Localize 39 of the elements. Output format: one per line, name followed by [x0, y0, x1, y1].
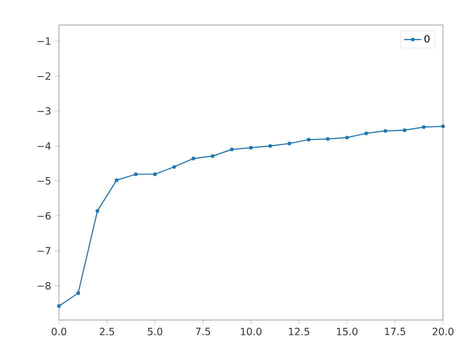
- x-tick-label: 2.5: [100, 328, 114, 336]
- point: [57, 304, 61, 308]
- x-tick-label: 20.0: [432, 328, 454, 336]
- y-tick-label: −2: [38, 72, 50, 80]
- point: [268, 144, 272, 148]
- point: [345, 136, 349, 140]
- point: [249, 146, 253, 150]
- x-tick-label: 0.0: [52, 328, 66, 336]
- y-tick-label: −3: [38, 107, 50, 115]
- point: [441, 124, 445, 128]
- point: [134, 172, 138, 176]
- point: [230, 148, 234, 152]
- x-tick-label: 12.5: [289, 328, 310, 336]
- y-tick-label: −5: [38, 177, 50, 185]
- point: [172, 165, 176, 169]
- point: [96, 209, 100, 213]
- point: [76, 291, 80, 295]
- y-tick-label: −4: [38, 142, 51, 150]
- y-tick-label: −6: [38, 212, 51, 220]
- point: [326, 137, 330, 141]
- point: [364, 132, 368, 136]
- y-tick-label: −1: [38, 37, 50, 45]
- x-tick-label: 15.0: [337, 328, 358, 336]
- point: [210, 154, 214, 158]
- point: [384, 129, 388, 133]
- x-tick-label: 10.0: [241, 328, 262, 336]
- legend-label: 0: [424, 35, 430, 43]
- point: [402, 128, 406, 132]
- y-tick-label: −8: [38, 282, 51, 290]
- point: [114, 178, 118, 182]
- point: [153, 172, 157, 176]
- point: [192, 156, 196, 160]
- y-tick-label: −7: [38, 247, 50, 254]
- x-tick-label: 17.5: [385, 328, 406, 336]
- point: [306, 138, 310, 142]
- point: [288, 142, 292, 146]
- x-tick-label: 7.5: [196, 328, 210, 336]
- point: [422, 125, 426, 129]
- x-tick-label: 5.0: [148, 328, 162, 336]
